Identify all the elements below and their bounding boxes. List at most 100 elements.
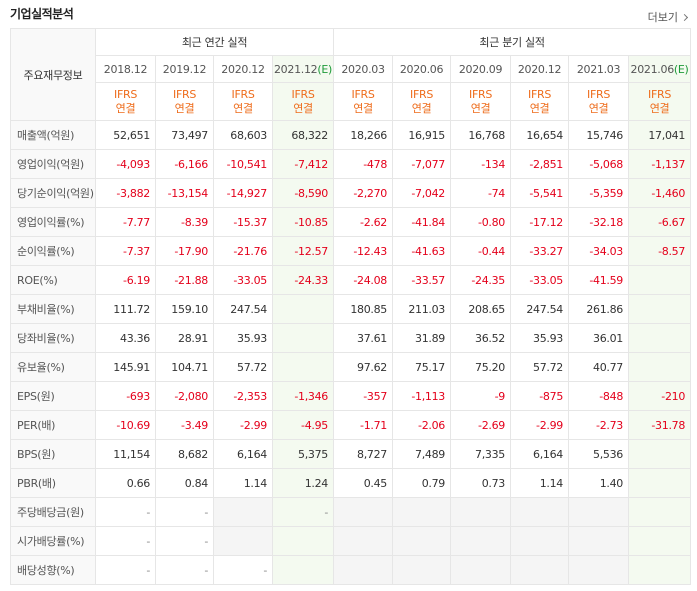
cell: -357: [333, 381, 394, 411]
cell: -: [155, 497, 214, 527]
row-label: 당좌비율(%): [10, 323, 96, 353]
cell: -10,541: [213, 149, 273, 179]
cell: 7,335: [450, 439, 512, 469]
basis-row: IFRS 연결 IFRS 연결 IFRS 연결 IFRS 연결 IFRS 연결 IFRS 연결 IFRS…: [11, 82, 692, 121]
cell: -12.57: [271, 236, 335, 266]
cell: [510, 526, 570, 556]
cell: -478: [333, 149, 394, 179]
cell: 208.65: [450, 294, 512, 324]
basis-header: IFRS 연결: [510, 82, 570, 121]
cell: -134: [450, 149, 512, 179]
cell: 16,654: [510, 120, 570, 150]
cell: -41.59: [568, 265, 630, 295]
cell: [510, 497, 570, 527]
data-row: 순이익률(%) -7.37 -17.90 -21.76 -12.57 -12.43 -41.…: [10, 236, 692, 266]
cell: -21.88: [155, 265, 214, 295]
scope: 연결: [174, 101, 195, 115]
cell: [628, 352, 692, 382]
cell: 7,489: [392, 439, 452, 469]
cell: 16,768: [450, 120, 512, 150]
cell: -5,359: [568, 178, 630, 208]
cell: -7,412: [271, 149, 335, 179]
cell: -41.63: [392, 236, 452, 266]
data-row: 부채비율(%) 111.72 159.10 247.54 180.85 211.03 208…: [10, 294, 692, 324]
basis: IFRS: [528, 87, 552, 101]
row-label: 시가배당률(%): [10, 526, 96, 556]
cell: 1.40: [568, 468, 630, 498]
cell: -7.37: [95, 236, 156, 266]
cell: [333, 497, 394, 527]
cell: 11,154: [95, 439, 156, 469]
row-label: 영업이익(억원): [10, 149, 96, 179]
row-label: 주당배당금(원): [10, 497, 96, 527]
basis: IFRS: [410, 87, 434, 101]
period: 2018.12: [103, 62, 148, 76]
cell: -7,077: [392, 149, 452, 179]
more-link[interactable]: 더보기: [648, 9, 687, 25]
row-label: BPS(원): [10, 439, 96, 469]
cell: [271, 352, 335, 382]
cell: [628, 265, 692, 295]
cell: 15,746: [568, 120, 630, 150]
group-header: 최근 분기 실적: [333, 28, 692, 56]
cell: [450, 526, 512, 556]
row-label: ROE(%): [10, 265, 96, 295]
period-header: 2021.12(E): [271, 55, 335, 83]
cell: -14,927: [213, 178, 273, 208]
cell: -13,154: [155, 178, 214, 208]
cell: -: [155, 555, 214, 585]
cell: [568, 497, 630, 527]
cell: -848: [568, 381, 630, 411]
row-label: PBR(배): [10, 468, 96, 498]
basis: IFRS: [231, 87, 255, 101]
cell: 6,164: [213, 439, 273, 469]
cell: 28.91: [155, 323, 214, 353]
data-row: EPS(원) -693 -2,080 -2,353 -1,346 -357 -1,113 -9…: [10, 381, 692, 411]
cell: -7.77: [95, 207, 156, 237]
basis: IFRS: [587, 87, 611, 101]
row-label: 배당성향(%): [10, 555, 96, 585]
cell: -17.12: [510, 207, 570, 237]
cell: 75.17: [392, 352, 452, 382]
data-row: BPS(원) 11,154 8,682 6,164 5,375 8,727 7,489 7,3…: [10, 439, 692, 469]
cell: 247.54: [213, 294, 273, 324]
cell: [392, 555, 452, 585]
cell: 8,682: [155, 439, 214, 469]
cell: -24.08: [333, 265, 394, 295]
cell: [568, 555, 630, 585]
cell: -31.78: [628, 410, 692, 440]
group-header: 최근 연간 실적: [94, 28, 335, 56]
period: 2020.12: [517, 62, 562, 76]
scope: 연결: [411, 101, 432, 115]
cell: [628, 555, 692, 585]
cell: -: [95, 526, 156, 556]
cell: 104.71: [155, 352, 214, 382]
data-row: 당좌비율(%) 43.36 28.91 35.93 37.61 31.89 36.52 35.…: [10, 323, 692, 353]
cell: -33.57: [392, 265, 452, 295]
cell: -2,080: [155, 381, 214, 411]
header-row: 주요재무정보 최근 연간 실적 최근 분기 실적: [10, 28, 692, 121]
data-row: 주당배당금(원) - - -: [10, 497, 692, 527]
period-header: 2020.06: [392, 55, 452, 83]
cell: 1.14: [213, 468, 273, 498]
cell: 1.14: [510, 468, 570, 498]
cell: 16,915: [392, 120, 452, 150]
cell: -4.95: [271, 410, 335, 440]
cell: [568, 526, 630, 556]
cell: -1,113: [392, 381, 452, 411]
cell: -: [95, 497, 156, 527]
basis-header: IFRS 연결: [213, 82, 273, 121]
cell: -24.33: [271, 265, 335, 295]
basis-header: IFRS 연결: [271, 82, 335, 121]
period: 2021.03: [576, 62, 621, 76]
row-label: 당기순이익(억원): [10, 178, 96, 208]
data-row: 유보율(%) 145.91 104.71 57.72 97.62 75.17 75.20 57…: [10, 352, 692, 382]
cell: 247.54: [510, 294, 570, 324]
cell: 211.03: [392, 294, 452, 324]
data-row: 매출액(억원) 52,651 73,497 68,603 68,322 18,266 16,…: [10, 120, 692, 150]
cell: 0.45: [333, 468, 394, 498]
scope: 연결: [529, 101, 550, 115]
scope: 연결: [649, 101, 670, 115]
basis-header: IFRS 연결: [333, 82, 394, 121]
